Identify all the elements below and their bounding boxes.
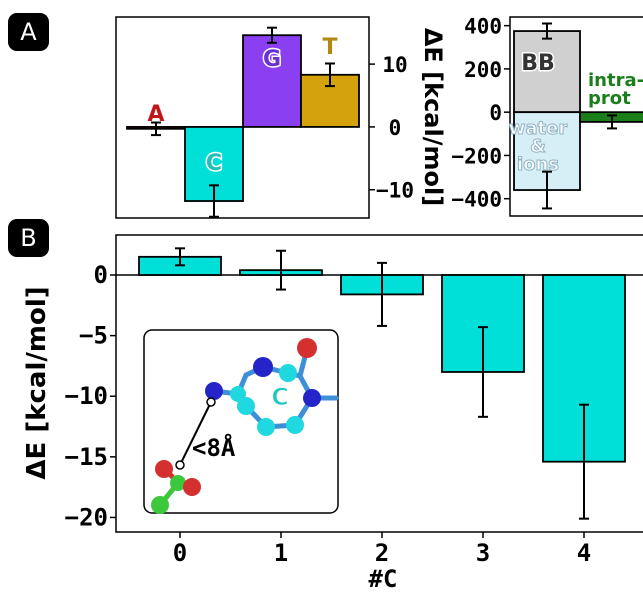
ytick-label: −400: [451, 188, 502, 212]
panel-b-letter: B: [20, 224, 36, 252]
intra-label-2: prot: [588, 88, 631, 109]
ytick-label: 400: [464, 15, 502, 39]
bar-G: [242, 34, 302, 128]
errorbar-C: [209, 184, 219, 218]
panel-a-badge: A: [8, 13, 49, 51]
panel-b-yaxis: 0 −5 −10 −15 −20: [65, 261, 116, 531]
molecule-inset: C <8Å: [143, 329, 339, 514]
bar-label-C: C: [206, 151, 222, 176]
errorbar-2: [377, 261, 387, 327]
bar-label-A: A: [147, 102, 164, 127]
water-label-1: water: [509, 118, 568, 139]
panel-b-ylabel: ΔE [kcal/mol]: [22, 286, 52, 479]
panel-a-left-yaxis: 10 0 −10: [369, 53, 414, 203]
distance-line: [179, 401, 212, 466]
panel-a-right-chart: 400 200 0 −200 −400 BB water & ions intra- p…: [451, 15, 643, 217]
errorbar-1: [276, 249, 286, 291]
errorbar-A: [151, 121, 161, 137]
ytick-label: −5: [79, 322, 108, 350]
panel-b-xaxis: 0 1 2 3 4: [173, 532, 591, 567]
panel-a-left-ylabel: ΔE [kcal/mol]: [419, 28, 447, 206]
errorbar-G: [267, 26, 277, 44]
panel-b-xlabel: #C: [369, 565, 398, 593]
errorbar-1: [542, 170, 552, 210]
bb-label: BB: [521, 51, 555, 76]
panel-b-bars: [116, 247, 643, 520]
bar-label-T: T: [322, 35, 337, 60]
water-label-2: &: [530, 136, 546, 157]
panel-a-left-chart: A C G T 10 0 −10 ΔE [kcal/mol]: [115, 16, 447, 219]
distance-label: <8Å: [192, 433, 236, 462]
bar-label-G: G: [263, 47, 281, 72]
water-label-3: ions: [517, 154, 559, 175]
intra-label-1: intra-: [588, 70, 643, 91]
errorbar-4: [579, 403, 589, 520]
ytick-label: −10: [65, 382, 108, 410]
panel-b-chart: 0 −5 −10 −15 −20 0 1 2 3 4 ΔE [kcal/mol] #C: [22, 234, 643, 593]
molecule-atoms: [151, 338, 321, 514]
xtick-label: 4: [577, 539, 591, 567]
ytick-label: 10: [382, 53, 407, 77]
ytick-label: 0: [94, 261, 108, 289]
ytick-label: −10: [376, 179, 414, 203]
distance-endpoint-1: [175, 460, 185, 470]
errorbar-0: [542, 22, 552, 40]
panel-a-left-bars: A C G T: [126, 26, 360, 218]
ytick-label: −20: [65, 503, 108, 531]
inset-ring-label: C: [271, 383, 289, 411]
ytick-label: −15: [65, 443, 108, 471]
panel-a-right-yaxis: 400 200 0 −200 −400: [451, 15, 510, 212]
distance-endpoint-2: [206, 397, 216, 407]
errorbar-2: [607, 114, 617, 130]
ytick-label: 0: [489, 101, 502, 125]
ytick-label: −200: [451, 144, 502, 168]
xtick-label: 3: [476, 539, 490, 567]
errorbar-0: [175, 247, 185, 267]
xtick-label: 2: [375, 539, 389, 567]
panel-a-right-bars: [513, 22, 643, 210]
ytick-label: 200: [464, 58, 502, 82]
xtick-label: 0: [173, 539, 187, 567]
errorbar-3: [478, 326, 488, 418]
errorbar-T: [325, 62, 335, 88]
xtick-label: 1: [274, 539, 288, 567]
panel-a-letter: A: [20, 18, 37, 46]
ytick-label: 0: [389, 116, 402, 140]
panel-b-badge: B: [8, 219, 49, 257]
